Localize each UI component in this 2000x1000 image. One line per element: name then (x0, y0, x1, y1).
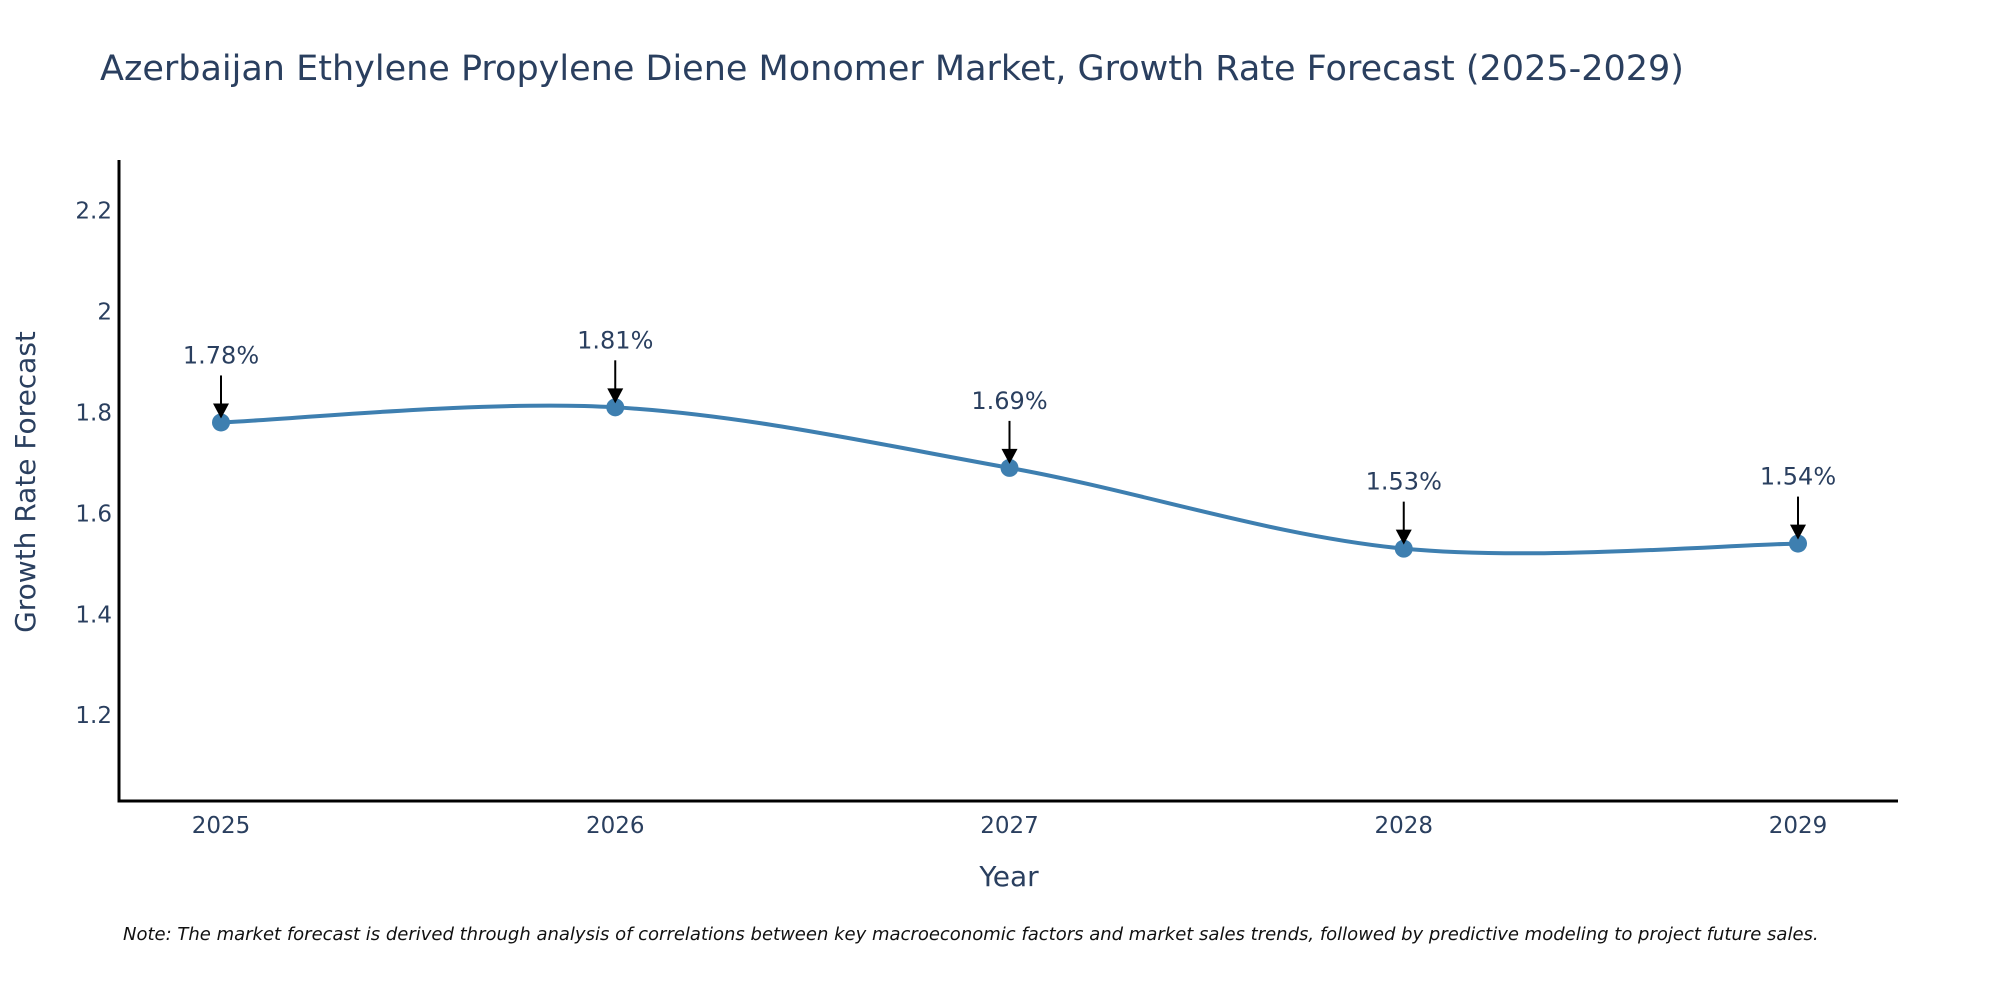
x-tick-label: 2027 (980, 813, 1039, 839)
y-tick-label: 1.6 (75, 501, 112, 527)
data-point (212, 413, 230, 432)
x-tick-label: 2026 (586, 813, 645, 839)
data-label: 1.54% (1760, 463, 1836, 491)
annotation-arrowhead (1395, 529, 1412, 545)
data-point (1789, 534, 1807, 553)
annotation-arrowhead (1790, 524, 1806, 540)
y-tick-label: 2 (97, 299, 112, 325)
chart-title: Azerbaijan Ethylene Propylene Diene Mono… (100, 49, 1684, 89)
annotation-arrowhead (213, 403, 229, 419)
x-axis-title: Year (978, 860, 1039, 893)
y-tick-label: 1.8 (75, 400, 112, 426)
annotation-arrowhead (607, 388, 624, 404)
data-label: 1.53% (1366, 468, 1442, 496)
x-tick-label: 2025 (192, 813, 251, 839)
footnote: Note: The market forecast is derived thr… (123, 924, 1819, 945)
data-point (1000, 458, 1019, 477)
y-axis-title: Growth Rate Forecast (9, 331, 42, 633)
y-tick-label: 1.2 (75, 703, 112, 729)
data-point (606, 398, 625, 417)
data-label: 1.78% (183, 341, 259, 369)
data-label: 1.69% (971, 387, 1047, 415)
data-label: 1.81% (577, 326, 653, 354)
x-tick-label: 2028 (1374, 813, 1433, 839)
y-tick-label: 2.2 (75, 198, 112, 224)
plot-area: 1.2 1.4 1.6 1.8 2 2.2 2025 2026 2027 2028 2029 1.78… (75, 160, 1898, 839)
annotation-arrowhead (1001, 448, 1018, 464)
x-tick-label: 2029 (1769, 813, 1828, 839)
y-tick-label: 1.4 (75, 602, 112, 628)
data-point (1394, 539, 1413, 558)
